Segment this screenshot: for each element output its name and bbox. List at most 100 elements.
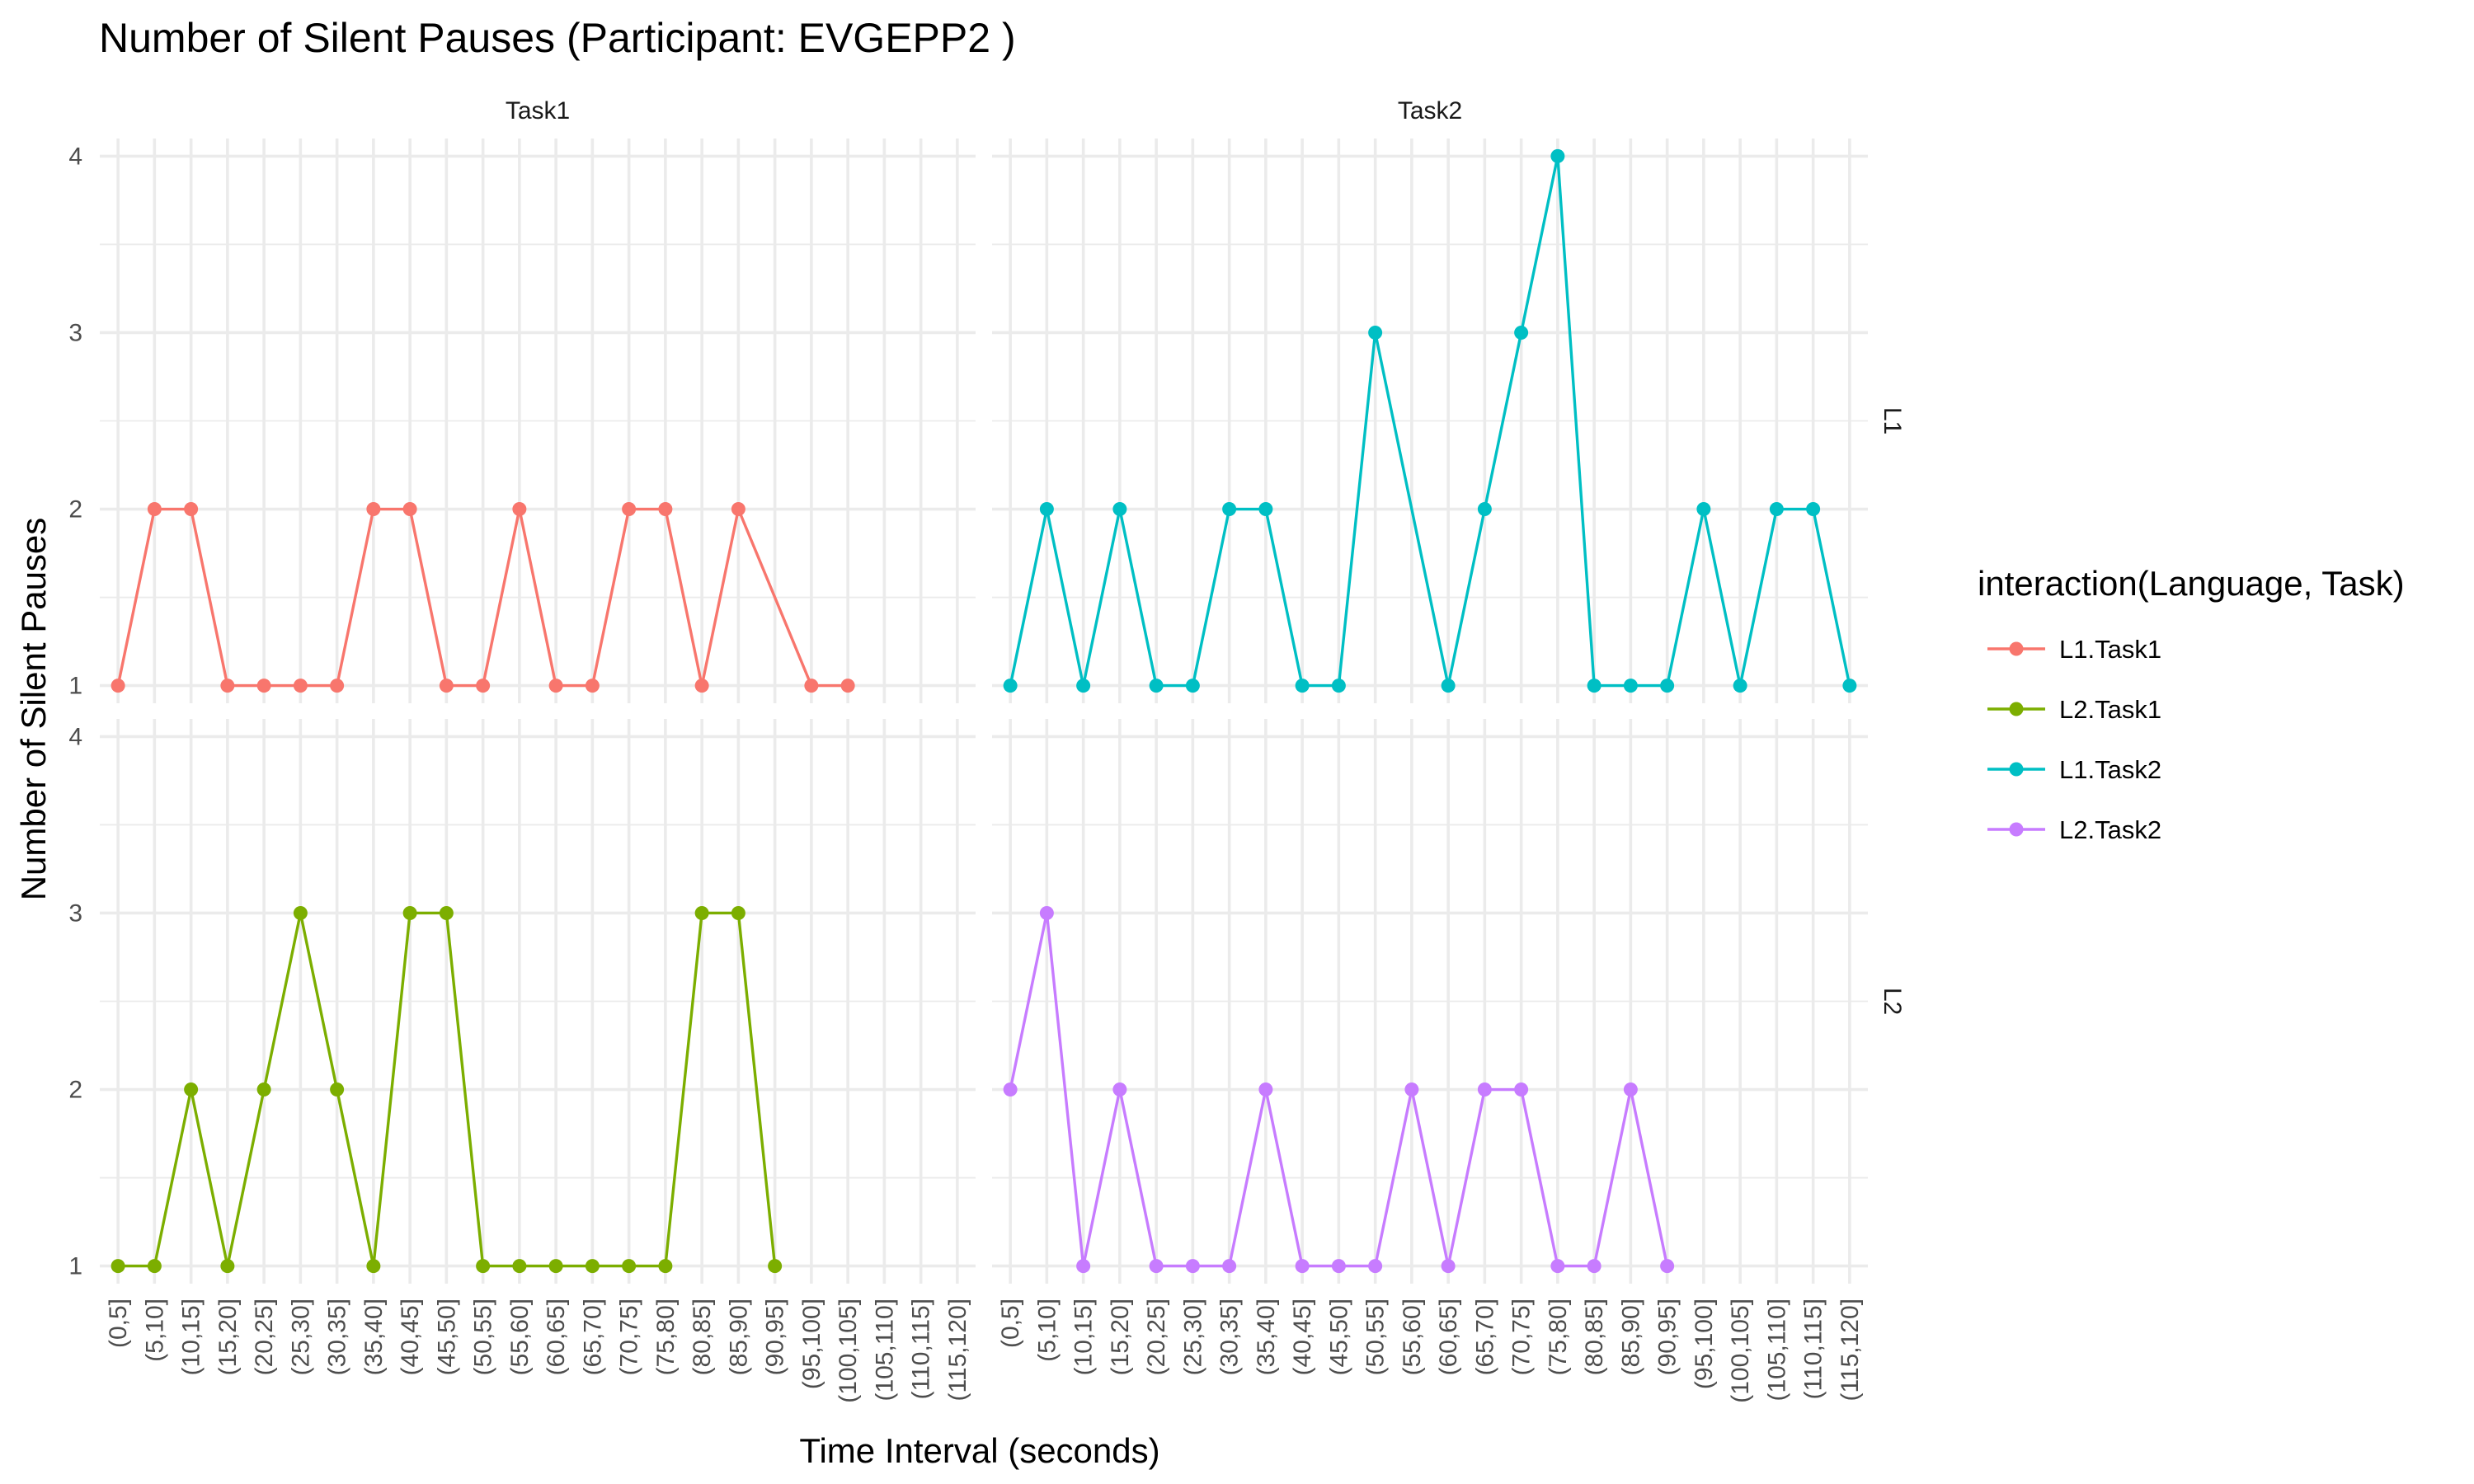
data-point bbox=[1368, 1259, 1383, 1274]
x-tick-label: (0,5] bbox=[105, 1298, 132, 1348]
data-point bbox=[1623, 1082, 1638, 1097]
data-point bbox=[147, 1259, 162, 1274]
strip-label-l1: L1 bbox=[1879, 407, 1906, 434]
data-point bbox=[585, 1259, 600, 1274]
x-tick-label: (70,75] bbox=[1508, 1298, 1536, 1375]
x-tick-label: (70,75] bbox=[616, 1298, 643, 1375]
y-tick-label: 4 bbox=[68, 723, 82, 750]
data-point bbox=[1112, 502, 1127, 517]
data-point bbox=[402, 502, 417, 517]
x-tick-label: (15,20] bbox=[214, 1298, 242, 1375]
x-tick-label: (60,65] bbox=[1435, 1298, 1462, 1375]
legend: interaction(Language, Task) L1.Task1 L2.T… bbox=[1978, 564, 2405, 844]
data-point bbox=[512, 502, 527, 517]
x-tick-label: (90,95] bbox=[762, 1298, 789, 1375]
x-tick-label: (80,85] bbox=[689, 1298, 716, 1375]
y-tick-label: 2 bbox=[68, 496, 82, 524]
data-point bbox=[1587, 679, 1602, 693]
data-point bbox=[1112, 1082, 1127, 1097]
data-point bbox=[1222, 502, 1237, 517]
legend-key-point bbox=[2009, 702, 2024, 716]
data-point bbox=[1295, 1259, 1310, 1274]
data-point bbox=[1331, 679, 1346, 693]
x-tick-label: (20,25] bbox=[1143, 1298, 1170, 1375]
series-l2-task2 bbox=[1003, 905, 1675, 1274]
data-point bbox=[293, 679, 308, 693]
x-tick-label: (80,85] bbox=[1581, 1298, 1608, 1375]
data-point bbox=[293, 905, 308, 920]
x-tick-label: (115,120] bbox=[1837, 1298, 1864, 1402]
data-point bbox=[512, 1259, 527, 1274]
data-point bbox=[1842, 679, 1857, 693]
x-tick-label: (85,90] bbox=[725, 1298, 752, 1375]
x-axis-title: Time Interval (seconds) bbox=[799, 1431, 1159, 1470]
data-point bbox=[1368, 325, 1383, 340]
data-point bbox=[1039, 905, 1054, 920]
x-tick-label: (5,10] bbox=[141, 1298, 168, 1362]
data-point bbox=[1660, 679, 1675, 693]
data-point bbox=[220, 679, 235, 693]
legend-label: L1.Task1 bbox=[2059, 635, 2161, 664]
legend-key-point bbox=[2009, 762, 2024, 777]
panel-l1-task1 bbox=[100, 139, 976, 703]
data-point bbox=[330, 679, 345, 693]
data-point bbox=[439, 679, 454, 693]
x-tick-label: (55,60] bbox=[506, 1298, 534, 1375]
data-point bbox=[548, 1259, 563, 1274]
data-point bbox=[1660, 1259, 1675, 1274]
data-point bbox=[804, 679, 819, 693]
data-point bbox=[1587, 1259, 1602, 1274]
data-point bbox=[1185, 1259, 1200, 1274]
x-tick-label: (105,110] bbox=[1763, 1298, 1790, 1402]
y-tick-label: 1 bbox=[68, 673, 82, 700]
facet-panels: Task1 Task2 L1 L2 1 2 3 4 1 2 3 4 (0,5] (5,10] (10,15]… bbox=[68, 97, 1906, 1403]
x-tick-label: (30,35] bbox=[324, 1298, 351, 1375]
x-tick-label: (20,25] bbox=[251, 1298, 278, 1375]
panel-l1-task2 bbox=[992, 139, 1868, 703]
data-point bbox=[840, 679, 855, 693]
data-point bbox=[1149, 679, 1164, 693]
data-point bbox=[184, 502, 199, 517]
data-point bbox=[476, 1259, 491, 1274]
x-tick-label: (100,105] bbox=[1727, 1298, 1754, 1403]
x-tick-label: (95,100] bbox=[798, 1298, 825, 1389]
data-point bbox=[1733, 679, 1747, 693]
x-tick-label: (35,40] bbox=[360, 1298, 388, 1375]
legend-label: L1.Task2 bbox=[2059, 755, 2161, 784]
x-tick-label: (40,45] bbox=[397, 1298, 424, 1375]
data-point bbox=[1696, 502, 1711, 517]
y-tick-label: 3 bbox=[68, 319, 82, 346]
data-point bbox=[1404, 1082, 1419, 1097]
data-point bbox=[658, 1259, 673, 1274]
data-point bbox=[1076, 679, 1091, 693]
x-tick-label: (40,45] bbox=[1289, 1298, 1316, 1375]
x-tick-label: (30,35] bbox=[1216, 1298, 1244, 1375]
data-point bbox=[1331, 1259, 1346, 1274]
x-tick-label: (15,20] bbox=[1107, 1298, 1134, 1375]
y-tick-label: 2 bbox=[68, 1077, 82, 1104]
data-point bbox=[1003, 1082, 1018, 1097]
series-l1-task2 bbox=[1003, 148, 1857, 693]
data-point bbox=[1441, 1259, 1456, 1274]
x-tick-label: (75,80] bbox=[652, 1298, 680, 1375]
legend-entry: L1.Task2 bbox=[1987, 755, 2161, 784]
strip-label-l2: L2 bbox=[1879, 988, 1906, 1015]
x-tick-label: (95,100] bbox=[1691, 1298, 1718, 1389]
data-point bbox=[1258, 502, 1273, 517]
legend-label: L2.Task1 bbox=[2059, 695, 2161, 724]
series-l2-task1 bbox=[111, 905, 783, 1274]
data-point bbox=[1477, 1082, 1492, 1097]
strip-label-task2: Task2 bbox=[1398, 97, 1462, 124]
data-point bbox=[1550, 1259, 1565, 1274]
data-point bbox=[220, 1259, 235, 1274]
legend-entry: L1.Task1 bbox=[1987, 635, 2161, 664]
x-tick-label: (65,70] bbox=[1471, 1298, 1498, 1375]
data-point bbox=[585, 679, 600, 693]
legend-title: interaction(Language, Task) bbox=[1978, 564, 2405, 603]
x-tick-label: (45,50] bbox=[1325, 1298, 1352, 1375]
data-point bbox=[184, 1082, 199, 1097]
data-point bbox=[1039, 502, 1054, 517]
x-tick-label: (25,30] bbox=[1179, 1298, 1206, 1375]
